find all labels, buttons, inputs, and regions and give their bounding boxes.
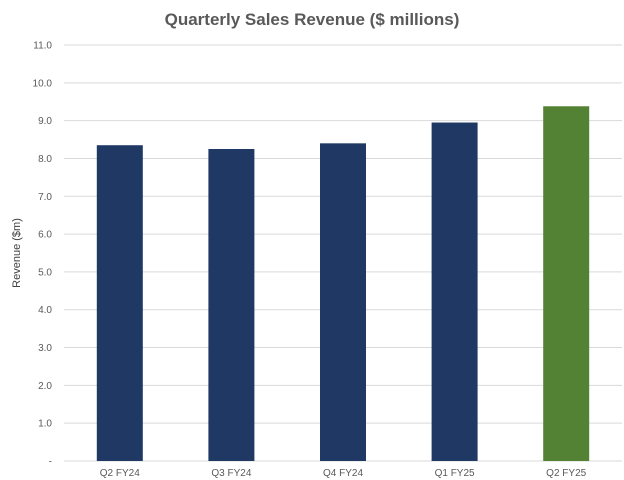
x-tick-label: Q4 FY24 (323, 468, 363, 479)
y-tick-label: 4.0 (38, 305, 52, 316)
y-tick-labels: - 1.0 2.0 3.0 4.0 5.0 6.0 7.0 8.0 9.0 10.0 11.0 (33, 41, 53, 468)
y-tick-label: 1.0 (38, 419, 52, 430)
bar-q1-fy25 (431, 122, 478, 461)
bar-q2-fy24 (96, 145, 143, 461)
x-tick-label: Q2 FY24 (100, 468, 140, 479)
y-axis-title: Revenue ($m) (11, 218, 23, 288)
y-tick-label: 6.0 (38, 230, 52, 241)
y-tick-label: 7.0 (38, 192, 52, 203)
bar-q3-fy24 (208, 149, 255, 461)
y-tick-label: 2.0 (38, 381, 52, 392)
y-tick-label: 9.0 (38, 116, 52, 127)
y-tick-label: 5.0 (38, 267, 52, 278)
chart-title: Quarterly Sales Revenue ($ millions) (164, 10, 460, 29)
x-tick-labels: Q2 FY24 Q3 FY24 Q4 FY24 Q1 FY25 Q2 FY25 (100, 468, 587, 479)
x-tick-label: Q2 FY25 (546, 468, 586, 479)
x-tick-label: Q1 FY25 (435, 468, 475, 479)
y-tick-label: 3.0 (38, 343, 52, 354)
y-tick-label: 8.0 (38, 154, 52, 165)
bar-q4-fy24 (320, 143, 366, 461)
bar-q2-fy25 (543, 106, 590, 462)
y-tick-label: - (49, 457, 52, 468)
y-tick-label: 11.0 (33, 41, 52, 52)
x-tick-label: Q3 FY24 (211, 468, 251, 479)
y-tick-label: 10.0 (33, 78, 53, 89)
bars (96, 106, 590, 462)
